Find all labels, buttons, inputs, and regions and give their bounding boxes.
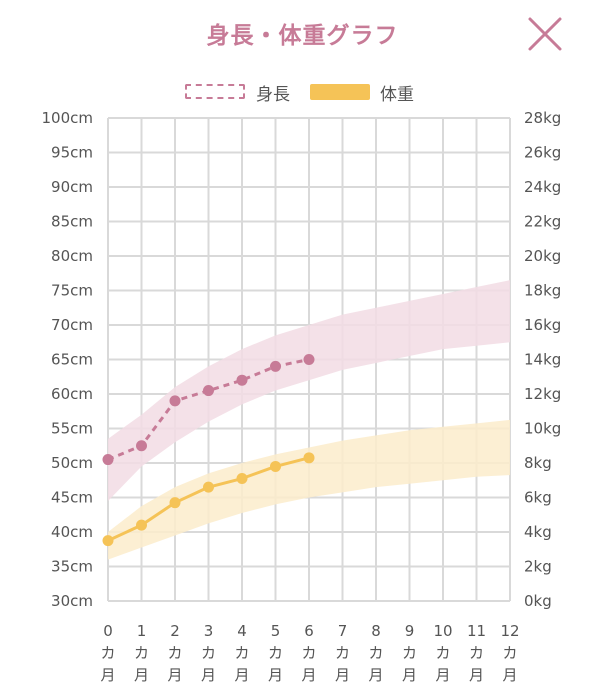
y-right-tick-label: 28kg (524, 109, 561, 127)
y-left-tick-label: 90cm (51, 178, 93, 196)
x-unit-label: カ (167, 644, 182, 662)
x-unit-label: カ (402, 644, 417, 662)
height-point (169, 395, 181, 407)
weight-point (169, 497, 181, 509)
y-left-tick-label: 100cm (42, 109, 94, 127)
height-point (102, 454, 114, 466)
x-unit-label: 月 (502, 666, 517, 684)
height-point (236, 374, 248, 386)
legend-weight-label: 体重 (380, 85, 414, 105)
x-unit-label: 月 (100, 666, 115, 684)
weight-point (236, 473, 248, 485)
x-unit-label: 月 (368, 666, 383, 684)
y-right-tick-label: 16kg (524, 316, 561, 334)
x-unit-label: カ (100, 644, 115, 662)
x-tick-label: 10 (433, 622, 452, 640)
weight-point (303, 452, 315, 464)
x-tick-label: 7 (338, 622, 348, 640)
y-right-tick-label: 20kg (524, 247, 561, 265)
x-unit-label: カ (301, 644, 316, 662)
x-unit-label: カ (502, 644, 517, 662)
y-left-tick-label: 95cm (51, 144, 93, 162)
x-unit-label: 月 (435, 666, 450, 684)
y-left-tick-label: 40cm (51, 523, 93, 541)
y-left-tick-label: 85cm (51, 213, 93, 231)
y-right-tick-label: 6kg (524, 489, 552, 507)
y-left-tick-label: 65cm (51, 351, 93, 369)
x-unit-label: 月 (301, 666, 316, 684)
x-tick-label: 6 (304, 622, 314, 640)
x-unit-label: カ (469, 644, 484, 662)
x-unit-label: カ (435, 644, 450, 662)
y-right-tick-label: 24kg (524, 178, 561, 196)
page-title: 身長・体重グラフ (206, 23, 399, 49)
x-tick-label: 9 (405, 622, 415, 640)
y-left-tick-label: 70cm (51, 316, 93, 334)
x-tick-label: 4 (237, 622, 247, 640)
x-unit-label: 月 (134, 666, 149, 684)
y-right-tick-label: 22kg (524, 213, 561, 231)
y-left-tick-label: 30cm (51, 592, 93, 610)
height-point (303, 354, 315, 365)
x-tick-label: 2 (170, 622, 180, 640)
weight-point (270, 460, 281, 472)
legend-height-swatch (185, 84, 245, 99)
x-unit-label: カ (134, 644, 149, 662)
legend-weight-swatch (310, 84, 370, 100)
x-tick-label: 11 (467, 622, 486, 640)
x-tick-label: 5 (271, 622, 281, 640)
x-unit-label: カ (234, 644, 249, 662)
y-left-tick-label: 75cm (51, 282, 93, 300)
y-right-tick-label: 18kg (524, 282, 561, 300)
weight-point (102, 535, 114, 547)
x-unit-label: 月 (335, 666, 350, 684)
height-point (136, 440, 147, 452)
chart-legend: 身長 体重 (0, 80, 605, 106)
y-right-tick-label: 10kg (524, 420, 561, 438)
weight-point (203, 481, 214, 493)
x-tick-label: 1 (137, 622, 147, 640)
x-unit-label: 月 (167, 666, 182, 684)
x-tick-label: 0 (103, 622, 113, 640)
height-point (203, 385, 214, 397)
y-left-tick-label: 45cm (51, 489, 93, 507)
height-range-band (108, 280, 510, 501)
weight-point (136, 519, 147, 531)
y-right-tick-label: 26kg (524, 144, 561, 162)
y-left-tick-label: 35cm (51, 558, 93, 576)
y-left-tick-label: 80cm (51, 247, 93, 265)
y-left-tick-label: 55cm (51, 420, 93, 438)
x-unit-label: 月 (469, 666, 484, 684)
y-left-tick-label: 50cm (51, 454, 93, 472)
y-right-tick-label: 4kg (524, 523, 552, 541)
weight-range-band (108, 419, 510, 560)
x-unit-label: 月 (402, 666, 417, 684)
legend-height-label: 身長 (256, 85, 290, 105)
close-icon[interactable] (525, 14, 565, 54)
y-left-tick-label: 60cm (51, 385, 93, 403)
x-unit-label: 月 (234, 666, 249, 684)
x-tick-label: 8 (371, 622, 381, 640)
y-right-tick-label: 14kg (524, 351, 561, 369)
y-right-tick-label: 12kg (524, 385, 561, 403)
x-tick-label: 3 (204, 622, 214, 640)
x-unit-label: カ (335, 644, 350, 662)
x-unit-label: カ (268, 644, 283, 662)
x-tick-label: 12 (500, 622, 519, 640)
x-unit-label: 月 (201, 666, 216, 684)
x-unit-label: 月 (268, 666, 283, 684)
height-point (270, 360, 281, 372)
x-unit-label: カ (368, 644, 383, 662)
x-unit-label: カ (201, 644, 216, 662)
y-right-tick-label: 8kg (524, 454, 552, 472)
y-right-tick-label: 2kg (524, 558, 552, 576)
y-right-tick-label: 0kg (524, 592, 552, 610)
